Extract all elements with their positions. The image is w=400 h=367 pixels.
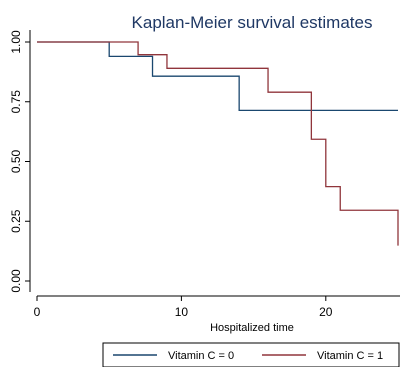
x-tick-label: 10 (175, 305, 189, 319)
y-tick-label: 0.25 (9, 209, 23, 233)
legend-label-2: Vitamin C = 1 (317, 350, 383, 362)
legend-label-1: Vitamin C = 0 (168, 350, 234, 362)
legend-box (102, 342, 400, 367)
y-tick-label: 0.50 (9, 149, 23, 173)
y-tick-label: 0.75 (9, 90, 23, 114)
chart-title: Kaplan-Meier survival estimates (132, 13, 373, 32)
series-line-1 (37, 41, 398, 111)
y-tick-label: 0.00 (9, 269, 23, 293)
x-tick-label: 20 (319, 305, 333, 319)
axes: 0 10 20 0.00 0.25 0.50 0.75 1.00 (9, 30, 400, 319)
x-axis-title: Hospitalized time (210, 322, 294, 334)
series-line-2 (37, 41, 399, 246)
series-layer (37, 41, 399, 246)
x-tick-label: 0 (34, 305, 41, 319)
legend: Vitamin C = 0 Vitamin C = 1 (102, 342, 400, 367)
y-tick-label: 1.00 (9, 30, 23, 54)
